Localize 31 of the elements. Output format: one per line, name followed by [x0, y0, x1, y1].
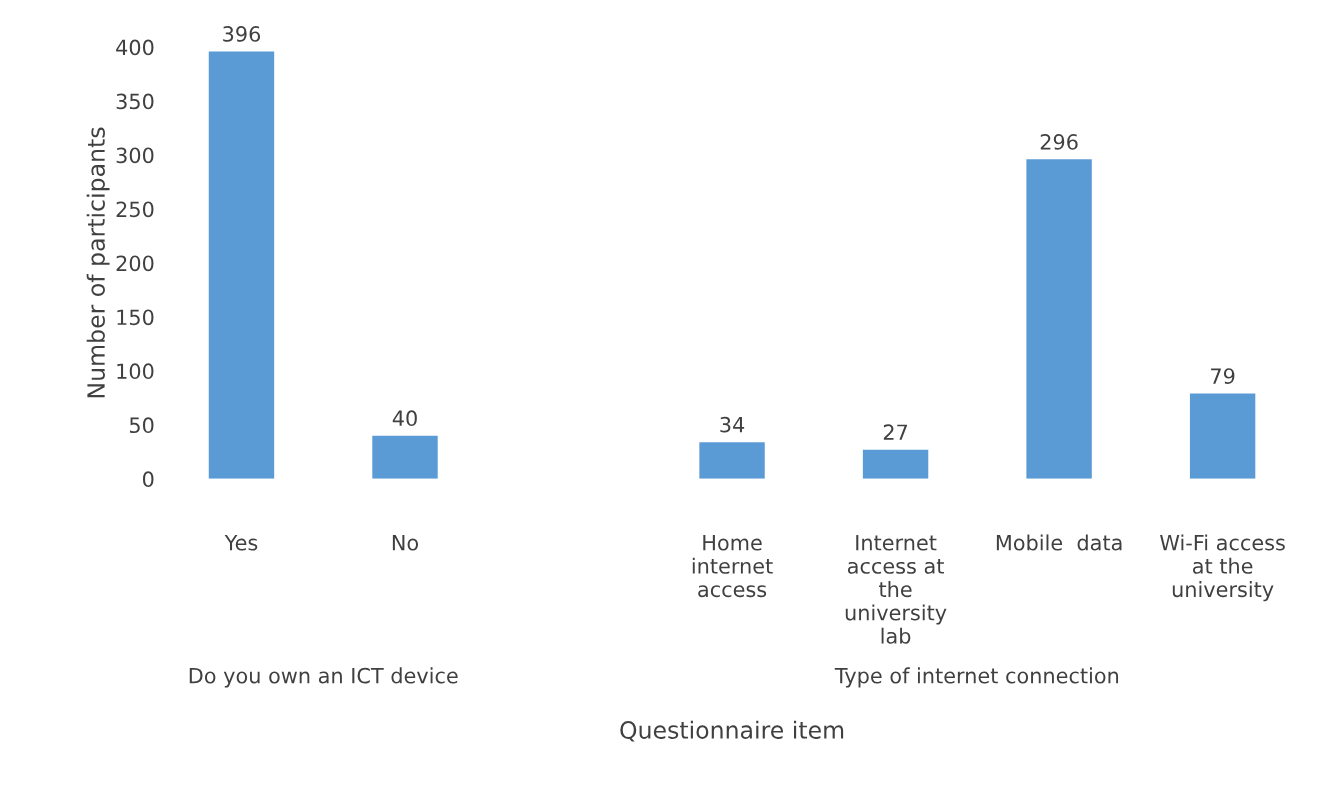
- data-label: 27: [883, 424, 908, 440]
- x-tick-label: No: [392, 535, 419, 551]
- data-label: 79: [1211, 368, 1235, 384]
- bar: [699, 442, 765, 479]
- y-tick-label: 50: [129, 417, 154, 434]
- x-tick-label: Internet access at the university lab: [845, 535, 947, 644]
- y-axis-title: Number of participants: [86, 127, 110, 398]
- bar: [862, 449, 929, 479]
- bar: [372, 435, 438, 479]
- y-tick-label: 300: [116, 147, 154, 164]
- x-tick-label: Wi-Fi access at the university: [1160, 534, 1285, 602]
- y-tick-label: 400: [116, 39, 154, 56]
- bar: [208, 51, 275, 479]
- x-axis-title: Questionnaire item: [620, 720, 844, 742]
- bar: [1026, 159, 1092, 479]
- y-tick-label: 150: [117, 309, 154, 326]
- y-tick-label: 350: [116, 93, 154, 110]
- bar: [1189, 393, 1256, 479]
- data-label: 296: [1040, 134, 1078, 150]
- y-tick-label: 100: [117, 363, 154, 380]
- data-label: 396: [223, 26, 261, 42]
- data-label: 34: [720, 416, 745, 433]
- data-label: 40: [392, 410, 417, 427]
- x-tick-label: Home internet access: [692, 535, 773, 598]
- text: Do you own an ICT device: [189, 667, 458, 688]
- y-tick-label: 250: [116, 201, 154, 218]
- x-tick-label: Yes: [224, 535, 258, 551]
- text: Type of internet connection: [834, 667, 1119, 688]
- y-tick-label: 0: [142, 471, 154, 488]
- x-tick-label: Mobile data: [996, 534, 1122, 551]
- y-tick-label: 200: [116, 255, 154, 272]
